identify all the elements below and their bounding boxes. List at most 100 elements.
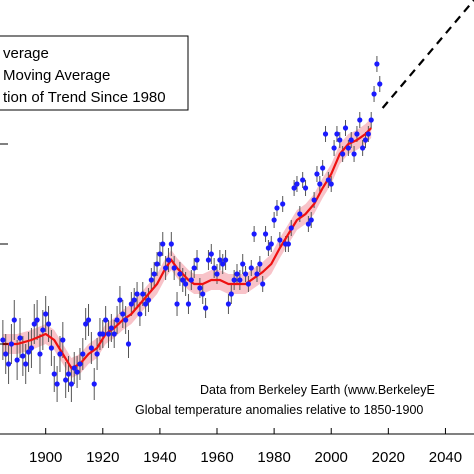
data-point-1970 [242, 271, 249, 277]
x-axis: 1900 1920 1940 1960 1980 2000 2020 2040 [0, 43, 474, 466]
data-point-1886 [3, 351, 9, 357]
legend-box [0, 35, 189, 111]
data-point-2015 [371, 91, 377, 97]
data-point-1993 [308, 217, 314, 223]
data-point-1928 [123, 317, 129, 323]
data-point-1924 [111, 331, 117, 337]
data-point-1929 [125, 341, 132, 347]
data-point-1894 [25, 349, 32, 355]
trend-extrapolation-line [381, 0, 474, 109]
data-point-1961 [217, 257, 223, 263]
data-point-1964 [225, 301, 232, 307]
data-point-1922 [105, 331, 112, 337]
data-point-1943 [165, 257, 172, 263]
data-point-1996 [317, 181, 323, 187]
data-point-1946 [174, 301, 180, 307]
data-point-1991 [302, 185, 309, 191]
data-point-1978 [265, 245, 272, 251]
data-point-1911 [74, 369, 80, 375]
data-point-1892 [20, 353, 26, 359]
data-point-1960 [214, 271, 220, 277]
data-point-1954 [197, 285, 203, 291]
data-point-1967 [234, 271, 240, 277]
data-point-2008 [351, 151, 357, 157]
data-point-1932 [134, 291, 140, 297]
data-point-1982 [277, 237, 283, 243]
data-point-1897 [34, 317, 40, 323]
data-point-1958 [208, 251, 214, 257]
data-point-1974 [254, 271, 260, 277]
data-point-1937 [148, 277, 154, 283]
data-point-1942 [163, 265, 169, 271]
x-tick-label-1980: 1980 [257, 449, 290, 466]
data-point-1926 [117, 297, 123, 303]
data-point-2011 [360, 145, 366, 151]
data-point-1915 [85, 317, 92, 323]
data-point-1927 [120, 311, 126, 317]
data-point-2003 [337, 137, 343, 143]
data-point-1966 [231, 277, 237, 283]
data-point-1908 [65, 371, 72, 377]
data-point-1893 [23, 361, 29, 367]
data-point-2014 [368, 117, 374, 123]
moving-average-line [2, 127, 373, 370]
data-point-1907 [63, 377, 69, 383]
data-point-1987 [291, 185, 297, 191]
data-point-1940 [157, 251, 163, 257]
legend-entry-trend: tion of Trend Since 1980 [3, 89, 166, 106]
x-tick-label-1920: 1920 [86, 449, 119, 466]
data-point-1913 [80, 351, 86, 357]
x-tick-label-2020: 2020 [372, 449, 405, 466]
data-point-1953 [194, 257, 200, 263]
data-point-1930 [128, 301, 134, 307]
data-point-1925 [114, 317, 120, 323]
data-point-1968 [237, 277, 243, 283]
legend-entry-moving-average: Moving Average [3, 67, 110, 84]
data-point-2000 [328, 181, 334, 187]
data-point-1889 [11, 317, 17, 323]
data-point-1901 [45, 321, 52, 327]
data-point-2007 [348, 137, 354, 143]
data-point-1959 [211, 265, 217, 271]
data-point-1973 [251, 231, 257, 237]
data-point-1916 [88, 345, 94, 351]
data-point-1994 [311, 197, 317, 203]
data-point-1899 [40, 327, 46, 333]
data-point-1976 [260, 281, 266, 287]
data-point-1909 [68, 381, 74, 387]
data-point-1887 [5, 361, 12, 367]
data-point-1962 [220, 261, 226, 267]
data-point-1998 [322, 131, 329, 137]
data-point-1900 [43, 311, 49, 317]
data-point-1898 [37, 351, 43, 357]
data-point-1938 [151, 271, 157, 277]
data-point-1999 [325, 177, 331, 183]
x-tick-label-1940: 1940 [143, 449, 176, 466]
data-point-1945 [171, 265, 177, 271]
data-point-1956 [202, 305, 209, 311]
data-point-1952 [191, 265, 197, 271]
data-point-1975 [257, 261, 263, 267]
data-point-1986 [288, 225, 294, 231]
data-point-1947 [177, 271, 183, 277]
x-tick-label-1960: 1960 [200, 449, 233, 466]
data-point-2002 [334, 131, 340, 137]
data-point-1951 [188, 277, 194, 283]
data-point-1977 [262, 231, 269, 237]
data-point-1920 [100, 331, 106, 337]
data-point-1912 [77, 361, 83, 367]
data-source-note: Data from Berkeley Earth (www.BerkeleyE [200, 383, 435, 397]
data-point-1895 [28, 345, 35, 351]
data-point-1933 [137, 311, 143, 317]
x-tick-label-2040: 2040 [429, 449, 462, 466]
data-point-1995 [314, 171, 320, 177]
data-point-1983 [280, 201, 286, 207]
data-point-1891 [17, 335, 23, 341]
data-point-1918 [94, 351, 100, 357]
data-point-1990 [300, 177, 306, 183]
data-point-1985 [285, 241, 291, 247]
data-point-1917 [91, 381, 97, 387]
data-point-2009 [354, 131, 360, 137]
data-point-1957 [205, 257, 212, 263]
data-point-1949 [183, 281, 189, 287]
